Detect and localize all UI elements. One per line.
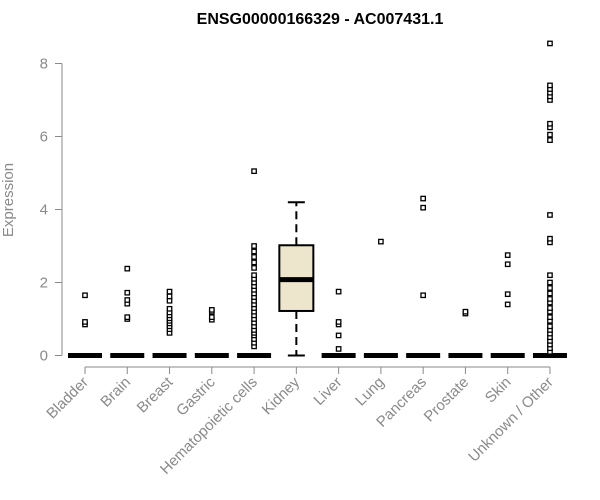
y-tick-label: 6 — [40, 129, 48, 146]
outlier-point — [251, 272, 257, 279]
box-skin — [490, 252, 525, 358]
outlier-point — [547, 296, 553, 302]
outlier-point — [335, 288, 342, 295]
box-unknown-other — [532, 40, 567, 358]
box-prostate — [448, 308, 483, 358]
outlier-point — [166, 288, 173, 295]
x-tick-label: Lung — [352, 374, 388, 410]
box-kidney — [278, 201, 315, 357]
outlier-point — [547, 120, 553, 127]
outlier-point — [378, 238, 384, 245]
outlier-point — [420, 195, 427, 202]
x-tick-label: Prostate — [421, 374, 473, 426]
box-breast — [152, 288, 187, 358]
outlier-point — [124, 265, 131, 272]
y-axis: 0 2 4 6 8 — [40, 56, 63, 365]
box-hematopoietic-cells — [237, 168, 272, 358]
y-tick-label: 2 — [40, 275, 48, 292]
outlier-point — [547, 131, 553, 138]
outlier-point — [335, 346, 342, 352]
outlier-point — [504, 301, 511, 308]
outlier-point — [82, 319, 88, 325]
outlier-point — [166, 305, 173, 312]
x-tick-label: Bladder — [43, 374, 92, 423]
outlier-point — [335, 332, 342, 339]
outlier-point — [547, 212, 553, 218]
y-tick-label: 4 — [40, 202, 48, 219]
outlier-point — [251, 243, 257, 249]
outlier-point — [462, 308, 469, 315]
x-tick-label: Breast — [134, 373, 177, 416]
outlier-point — [335, 319, 342, 325]
outlier-point — [547, 305, 553, 311]
outlier-point — [547, 290, 553, 297]
outlier-point — [547, 137, 553, 143]
box-gastric — [194, 307, 229, 358]
outlier-point — [420, 292, 427, 299]
outlier-point — [547, 82, 553, 89]
box-lung — [363, 238, 398, 358]
outlier-point — [82, 292, 88, 299]
outlier-point — [547, 285, 553, 291]
outlier-point — [251, 248, 257, 255]
x-tick-label: Kidney — [259, 373, 304, 418]
outlier-point — [251, 265, 257, 271]
box-bladder — [68, 292, 102, 358]
outlier-point — [504, 261, 511, 268]
outlier-point — [504, 252, 511, 258]
outlier-point — [166, 293, 173, 300]
y-tick-label: 8 — [40, 56, 48, 73]
outlier-point — [251, 254, 257, 260]
outlier-point — [547, 40, 553, 47]
outlier-point — [124, 289, 131, 296]
y-axis-label: Expression — [0, 163, 17, 237]
outlier-point — [547, 323, 553, 330]
outlier-point — [547, 314, 553, 321]
outlier-point — [208, 307, 215, 313]
y-tick-label: 0 — [40, 348, 48, 365]
outlier-point — [251, 259, 257, 266]
box-liver — [321, 288, 356, 358]
box-brain — [110, 265, 145, 358]
outlier-point — [547, 235, 553, 242]
box-series — [68, 40, 567, 358]
outlier-point — [547, 279, 553, 286]
outlier-point — [251, 168, 257, 175]
box-pancreas — [406, 195, 441, 358]
outlier-point — [124, 297, 131, 303]
x-tick-label: Liver — [310, 374, 345, 409]
x-tick-label: Brain — [97, 374, 134, 411]
outlier-point — [420, 204, 427, 211]
outlier-point — [208, 314, 215, 321]
x-tick-label: Skin — [482, 374, 515, 407]
chart-title: ENSG00000166329 - AC007431.1 — [197, 11, 444, 28]
outlier-point — [504, 291, 511, 298]
outlier-point — [124, 314, 131, 321]
outlier-point — [547, 272, 553, 279]
